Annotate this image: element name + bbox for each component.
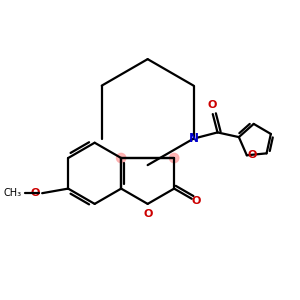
Text: O: O bbox=[31, 188, 40, 198]
Text: O: O bbox=[208, 100, 217, 110]
Text: O: O bbox=[248, 150, 257, 160]
Circle shape bbox=[169, 153, 179, 163]
Text: N: N bbox=[189, 132, 199, 145]
Circle shape bbox=[116, 153, 126, 163]
Text: O: O bbox=[192, 196, 201, 206]
Text: O: O bbox=[143, 209, 153, 219]
Text: CH₃: CH₃ bbox=[4, 188, 22, 198]
